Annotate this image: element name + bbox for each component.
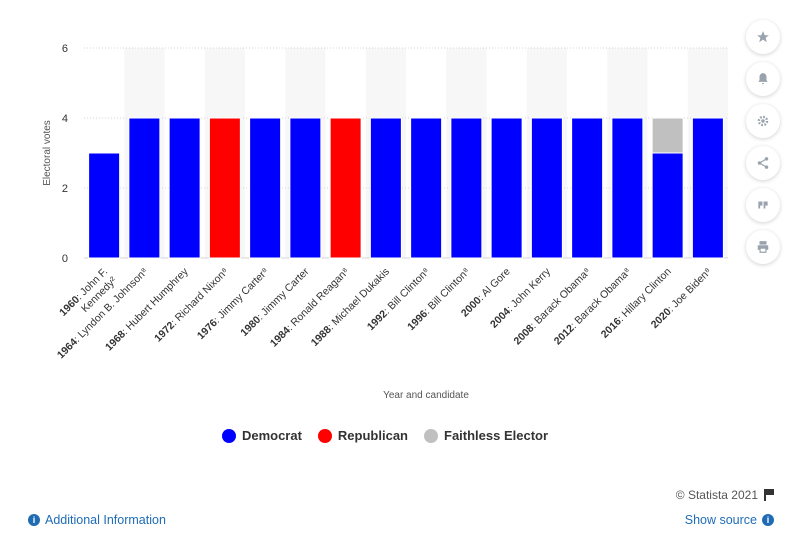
legend-item-democrat[interactable]: Democrat [221, 428, 302, 443]
x-tick-label: 1976: Jimmy Carter⁸ [195, 266, 271, 342]
bar-democrat [450, 117, 483, 259]
bar-democrat [128, 117, 161, 259]
legend-item-republican[interactable]: Republican [317, 428, 408, 443]
bar-faithless-elector [651, 117, 684, 154]
bar-republican [208, 117, 241, 259]
y-tick-label: 6 [62, 43, 68, 55]
show-source-label: Show source [684, 513, 757, 527]
statista-credits[interactable]: © Statista 2021 [676, 488, 774, 502]
legend-item-faithless-elector[interactable]: Faithless Elector [424, 428, 548, 443]
legend-dot-democrat [221, 428, 236, 443]
bar-republican [329, 117, 362, 259]
cite-button[interactable] [746, 188, 780, 222]
y-tick-label: 2 [62, 183, 68, 195]
chart-legend: Democrat Republican Faithless Elector [0, 428, 770, 443]
additional-information-label: Additional Information [45, 513, 166, 527]
bar-democrat [651, 152, 684, 259]
bell-icon [758, 73, 768, 85]
legend-dot-republican [317, 428, 332, 443]
bar-democrat [168, 117, 201, 259]
bar-democrat [289, 117, 322, 259]
bar-democrat [410, 117, 443, 259]
legend-label: Faithless Elector [444, 428, 549, 443]
x-tick-label: 1980: Jimmy Carter [238, 265, 312, 339]
print-button[interactable] [746, 230, 780, 264]
flag-icon [764, 489, 774, 501]
info-icon: i [28, 514, 40, 526]
x-tick-label: 1972: Richard Nixon⁸ [152, 266, 231, 345]
bar-democrat [530, 117, 563, 259]
bar-democrat [611, 117, 644, 259]
chart-area: 0 2 4 6 Electoral votes 1960: John F. Kennedy²… [42, 43, 728, 401]
legend-label: Democrat [241, 428, 302, 443]
sidebar-toolbar [746, 20, 780, 264]
bar-democrat [490, 117, 523, 259]
gear-icon [757, 115, 769, 127]
star-icon [757, 31, 769, 43]
quote-icon [758, 201, 768, 209]
credits-text: © Statista 2021 [675, 488, 758, 502]
show-source-link[interactable]: Show source i [685, 513, 774, 527]
legend-label: Republican [337, 428, 408, 443]
favorite-button[interactable] [746, 20, 780, 54]
y-axis-title: Electoral votes [42, 120, 53, 186]
x-axis-title: Year and candidate [383, 390, 469, 401]
x-tick-label: 2012: Barack Obama⁸ [552, 266, 634, 348]
bar-democrat [691, 117, 724, 259]
settings-button[interactable] [746, 104, 780, 138]
bar-democrat [249, 117, 282, 259]
print-icon [757, 241, 769, 253]
bar-democrat [571, 117, 604, 259]
notification-button[interactable] [746, 62, 780, 96]
y-tick-label: 0 [62, 253, 68, 265]
x-tick-label: 1984: Ronald Reagan⁸ [268, 266, 352, 350]
x-tick-label: 2008: Barack Obama⁸ [511, 266, 593, 348]
share-button[interactable] [746, 146, 780, 180]
info-icon: i [762, 514, 774, 526]
additional-information-link[interactable]: i Additional Information [28, 513, 166, 527]
share-icon [757, 157, 769, 169]
x-tick-label: 1988: Michael Dukakis [309, 266, 392, 349]
y-tick-label: 4 [62, 113, 68, 125]
bar-democrat [369, 117, 402, 259]
bar-democrat [88, 152, 121, 259]
legend-dot-faithless-elector [424, 428, 438, 443]
x-tick-label: 2016: Hillary Clinton [599, 266, 674, 341]
